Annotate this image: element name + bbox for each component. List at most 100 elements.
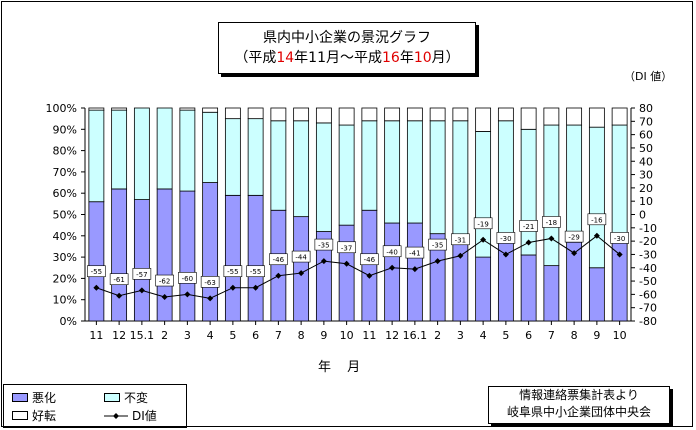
bar-better (520, 107, 537, 130)
bar-worse (384, 222, 401, 322)
di-label-box (610, 232, 629, 244)
bar-unchanged (224, 118, 241, 196)
bar-unchanged (361, 120, 378, 211)
di-data-label: -63 (204, 279, 215, 287)
bar-unchanged (611, 124, 628, 241)
y-left-tick-label: 20% (53, 272, 77, 285)
di-label-box (360, 253, 379, 266)
bar-unchanged (338, 124, 355, 226)
di-data-label: -46 (273, 256, 285, 264)
di-data-label: -29 (568, 234, 579, 242)
x-tick-label: 7 (548, 329, 555, 342)
y-right-tick-label: -70 (639, 302, 657, 315)
bar-worse (224, 194, 241, 322)
bar-unchanged (406, 120, 423, 224)
legend-swatch-unchanged (104, 393, 120, 402)
bar-better (202, 107, 219, 113)
di-data-label: -44 (295, 254, 307, 262)
bar-unchanged (133, 107, 150, 200)
di-label-box (178, 272, 197, 284)
di-data-label: -41 (409, 250, 420, 258)
subtitle-part: （平成 (234, 50, 277, 66)
bar-better (247, 107, 264, 120)
di-label-box (587, 213, 607, 226)
x-tick-label: 9 (320, 329, 327, 342)
di-line (96, 235, 620, 299)
di-point (207, 295, 214, 302)
di-label-box (519, 220, 538, 232)
chart-subtitle: （平成14年11月～平成16年10月） (219, 48, 475, 68)
legend-item-worse: 悪化 (12, 389, 56, 406)
di-label-box (132, 268, 152, 280)
di-label-box (496, 232, 516, 244)
di-data-label: -16 (591, 216, 603, 224)
di-data-label: -46 (364, 256, 376, 264)
y-left-tick-label: 100% (46, 102, 77, 115)
bar-unchanged (315, 122, 332, 232)
y-right-tick-label: 60 (639, 129, 653, 142)
x-tick-label: 5 (229, 329, 236, 342)
di-label-box (337, 241, 356, 254)
y-right-tick-label: -20 (639, 235, 657, 248)
legend-swatch-worse (12, 393, 28, 402)
di-point (571, 250, 578, 257)
bar-better (88, 107, 105, 111)
y-left-tick-label: 30% (53, 251, 77, 264)
y-right-tick-label: 50 (639, 142, 653, 155)
di-point (116, 292, 123, 299)
subtitle-part: 年 (399, 50, 414, 66)
di-label-box (405, 246, 425, 259)
x-tick-label: 3 (457, 329, 464, 342)
di-label-box (291, 250, 311, 263)
di-label-box (155, 274, 174, 287)
legend-label-unchanged: 不変 (124, 391, 149, 405)
bar-worse (111, 188, 128, 322)
di-label-box (87, 265, 106, 278)
di-label-box (269, 253, 288, 266)
x-tick-label: 11 (362, 329, 376, 342)
bar-better (475, 107, 492, 132)
di-data-label: -18 (546, 219, 557, 227)
di-point (389, 264, 396, 271)
bar-better (179, 107, 196, 111)
di-point (548, 235, 555, 242)
bar-worse (293, 216, 310, 322)
legend-label-di: DI値 (132, 409, 157, 423)
bar-better (497, 107, 514, 122)
bar-better (611, 107, 628, 126)
bar-worse (338, 224, 355, 322)
di-data-label: -62 (159, 278, 170, 286)
y-left-tick-label: 10% (53, 294, 77, 307)
legend-di-line-icon (104, 412, 128, 419)
di-point (457, 252, 464, 259)
bar-better (361, 107, 378, 122)
bar-unchanged (452, 120, 469, 241)
di-data-label: -19 (477, 220, 488, 228)
bar-unchanged (270, 120, 287, 211)
di-point (366, 272, 373, 279)
bar-worse (520, 254, 537, 322)
di-point (298, 270, 305, 277)
di-point (161, 294, 168, 301)
di-data-label: -37 (341, 244, 352, 252)
bar-better (406, 107, 423, 122)
legend: 悪化 不変 好転 DI値 (3, 384, 187, 428)
x-tick-label: 15.1 (130, 329, 155, 342)
bar-better (566, 107, 583, 126)
di-point (525, 239, 532, 246)
bar-unchanged (202, 111, 219, 183)
di-axis-unit: （DI 値） (624, 70, 673, 83)
di-point (138, 287, 145, 294)
y-left-tick-label: 90% (53, 123, 77, 136)
di-data-label: -35 (318, 242, 329, 250)
bar-better (452, 107, 469, 122)
bar-better (315, 107, 332, 124)
bar-better (293, 107, 310, 122)
bar-better (588, 107, 605, 128)
y-right-tick-label: 40 (639, 155, 653, 168)
bar-worse (88, 201, 105, 322)
di-point (184, 291, 191, 298)
legend-item-unchanged: 不変 (104, 389, 148, 406)
